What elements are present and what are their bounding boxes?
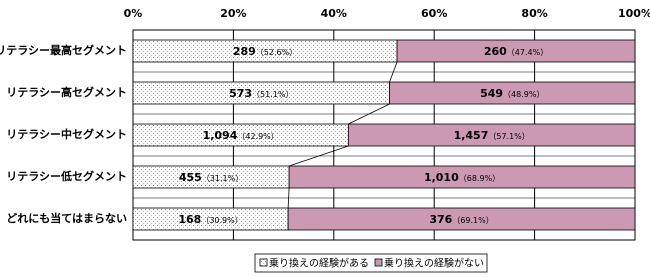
- data-label: 1,457（57.1%）: [454, 129, 530, 142]
- count-label: 1,010: [424, 171, 459, 184]
- data-label: 376（69.1%）: [429, 213, 493, 226]
- x-tick-label: 60%: [421, 7, 447, 20]
- x-tick-label: 0%: [124, 7, 143, 20]
- x-tick-label: 80%: [521, 7, 547, 20]
- bar-segment: [287, 207, 636, 231]
- y-tick-label: リテラシー最高セグメント: [0, 43, 127, 57]
- data-label: 1,094（42.9%）: [203, 129, 279, 142]
- series-line: [348, 103, 390, 125]
- bar-segment: [288, 165, 636, 189]
- data-label: 260（47.4%）: [484, 45, 548, 58]
- x-tick-label: 20%: [220, 7, 246, 20]
- count-label: 455: [179, 171, 202, 184]
- legend-label: 乗り換えの経験がない: [384, 257, 484, 270]
- y-tick-label: どれにも当てはまらない: [6, 211, 127, 225]
- x-tick-label: 100%: [618, 7, 650, 20]
- percent-label: （68.9%）: [459, 174, 500, 183]
- series-line: [288, 145, 349, 167]
- series-line: [287, 187, 290, 209]
- series-line: [389, 61, 398, 83]
- data-label: 573（51.1%）: [229, 87, 293, 100]
- legend-label: 乗り換えの経験がある: [269, 257, 369, 270]
- percent-label: （52.6%）: [256, 48, 297, 57]
- data-label: 549（48.9%）: [480, 87, 544, 100]
- legend-swatch: [259, 258, 268, 267]
- percent-label: （51.1%）: [252, 90, 293, 99]
- percent-label: （48.9%）: [503, 90, 544, 99]
- count-label: 168: [178, 213, 201, 226]
- count-label: 376: [429, 213, 452, 226]
- legend-frame: [254, 253, 488, 273]
- count-label: 289: [233, 45, 256, 58]
- data-label: 1,010（68.9%）: [424, 171, 500, 184]
- data-label: 455（31.1%）: [179, 171, 243, 184]
- count-label: 260: [484, 45, 507, 58]
- percent-label: （30.9%）: [201, 216, 242, 225]
- count-label: 1,457: [454, 129, 489, 142]
- bar-segment: [347, 123, 636, 147]
- percent-label: （47.4%）: [507, 48, 548, 57]
- percent-label: （42.9%）: [237, 132, 278, 141]
- y-tick-label: リテラシー高セグメント: [6, 85, 127, 99]
- percent-label: （31.1%）: [202, 174, 243, 183]
- data-label: 168（30.9%）: [178, 213, 242, 226]
- percent-label: （69.1%）: [452, 216, 493, 225]
- y-tick-label: リテラシー中セグメント: [6, 127, 127, 141]
- legend-swatch: [374, 258, 383, 267]
- y-tick-label: リテラシー低セグメント: [6, 169, 127, 183]
- count-label: 549: [480, 87, 503, 100]
- count-label: 573: [229, 87, 252, 100]
- x-tick-label: 40%: [321, 7, 347, 20]
- percent-label: （57.1%）: [488, 132, 529, 141]
- bar-segment: [396, 39, 636, 63]
- bar-segment: [389, 81, 636, 105]
- count-label: 1,094: [203, 129, 238, 142]
- data-label: 289（52.6%）: [233, 45, 297, 58]
